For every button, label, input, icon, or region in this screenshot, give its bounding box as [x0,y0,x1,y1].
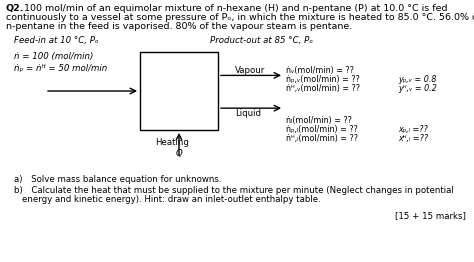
Text: ṅᴴ,ₗ(mol/min) = ??: ṅᴴ,ₗ(mol/min) = ?? [286,134,358,143]
Text: a) Solve mass balance equation for unknowns.: a) Solve mass balance equation for unkno… [14,175,221,184]
Text: Heating: Heating [155,138,189,147]
Text: Q2.: Q2. [6,4,25,13]
Text: ṅₗ(mol/min) = ??: ṅₗ(mol/min) = ?? [286,116,352,125]
Text: Vapour: Vapour [235,66,265,75]
Text: yₚ,ᵥ = 0.8: yₚ,ᵥ = 0.8 [398,75,437,84]
Text: n-pentane in the feed is vaporised. 80% of the vapour steam is pentane.: n-pentane in the feed is vaporised. 80% … [6,22,352,31]
Text: ṅᴴ,ᵥ(mol/min) = ??: ṅᴴ,ᵥ(mol/min) = ?? [286,84,360,93]
Text: Product-out at 85 °C, Pₒ: Product-out at 85 °C, Pₒ [210,36,313,45]
Text: Liquid: Liquid [235,109,261,118]
Text: [15 + 15 marks]: [15 + 15 marks] [395,211,466,220]
Text: b) Calculate the heat that must be supplied to the mixture per minute (Neglect c: b) Calculate the heat that must be suppl… [14,186,454,195]
Text: 100 mol/min of an equimolar mixture of n-hexane (H) and n-pentane (P) at 10.0 °C: 100 mol/min of an equimolar mixture of n… [21,4,447,13]
Text: xᴴ,ₗ =??: xᴴ,ₗ =?? [398,134,428,143]
Text: Feed-in at 10 °C, Pₒ: Feed-in at 10 °C, Pₒ [14,36,99,45]
Text: energy and kinetic energy). Hint: draw an inlet-outlet enthalpy table.: energy and kinetic energy). Hint: draw a… [22,195,321,204]
Text: continuously to a vessel at some pressure of Pₒ, in which the mixture is heated : continuously to a vessel at some pressur… [6,13,474,22]
Bar [140,52,218,130]
Text: xₚ,ₗ =??: xₚ,ₗ =?? [398,125,428,134]
Text: ṅₚ = ṅᴴ = 50 mol/min: ṅₚ = ṅᴴ = 50 mol/min [14,64,107,73]
Text: Q̇: Q̇ [176,149,183,158]
Text: ṅₚ,ᵥ(mol/min) = ??: ṅₚ,ᵥ(mol/min) = ?? [286,75,360,84]
Text: ṅₚ,ₗ(mol/min) = ??: ṅₚ,ₗ(mol/min) = ?? [286,125,358,134]
Text: ṅ = 100 (mol/min): ṅ = 100 (mol/min) [14,52,93,61]
Text: ṅᵥ(mol/min) = ??: ṅᵥ(mol/min) = ?? [286,66,354,75]
Text: yᴴ,ᵥ = 0.2: yᴴ,ᵥ = 0.2 [398,84,437,93]
